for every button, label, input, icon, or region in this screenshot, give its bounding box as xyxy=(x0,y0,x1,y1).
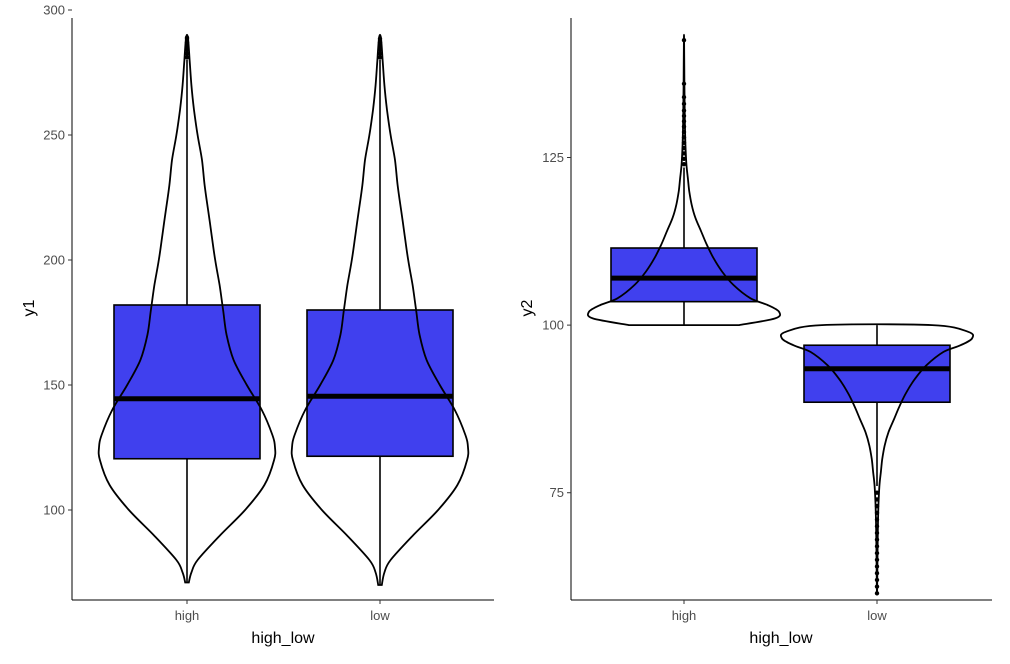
y-tick-label: 75 xyxy=(550,485,564,500)
box xyxy=(610,247,758,303)
violin-outline xyxy=(290,33,470,586)
series-low xyxy=(290,33,470,586)
outlier-point xyxy=(377,55,383,60)
violin-outline xyxy=(779,323,975,595)
x-tick-label: low xyxy=(370,608,390,623)
y-tick-label: 100 xyxy=(43,503,65,518)
panel-y1: high_low y1 100 150 200 250 300 high low xyxy=(21,3,494,647)
x-tick-label: high xyxy=(175,608,200,623)
x-tick-label: low xyxy=(867,608,887,623)
violin-outline xyxy=(586,33,782,326)
panel-y2: high_low y2 75 100 125 high low xyxy=(519,18,992,647)
outlier-point xyxy=(184,55,190,60)
y-tick-label: 150 xyxy=(43,378,65,393)
y-axis-title: y2 xyxy=(519,299,536,316)
outlier-point xyxy=(377,51,383,56)
series-low xyxy=(779,323,975,596)
y-tick-label: 100 xyxy=(542,318,564,333)
outlier-point xyxy=(681,156,687,162)
series-high xyxy=(586,33,782,326)
box xyxy=(803,344,951,404)
outlier-point xyxy=(681,162,687,167)
outlier-point xyxy=(184,51,190,56)
x-axis-title: high_low xyxy=(749,630,813,647)
y-axis-title: y1 xyxy=(21,299,38,316)
x-tick-label: high xyxy=(672,608,697,623)
violin-outline xyxy=(97,33,277,584)
y-tick-label: 250 xyxy=(43,128,65,143)
box xyxy=(113,304,261,460)
box xyxy=(306,309,454,458)
y-tick-label: 200 xyxy=(43,253,65,268)
series-high xyxy=(97,33,277,584)
y-tick-label: 125 xyxy=(542,150,564,165)
y-tick-label: 300 xyxy=(43,3,65,18)
x-axis-title: high_low xyxy=(251,630,315,647)
